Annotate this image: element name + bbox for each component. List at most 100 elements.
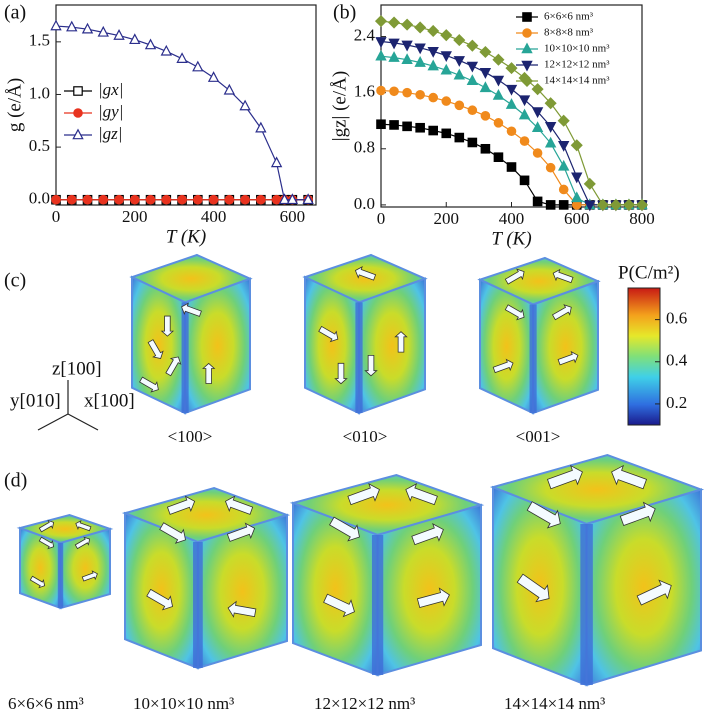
polarization-arrow [159, 522, 186, 544]
polarization-arrow [347, 483, 380, 506]
cube-face [131, 275, 187, 415]
marker [492, 88, 505, 100]
marker [82, 194, 93, 205]
cube [489, 453, 705, 687]
x-tick-label: 0 [377, 209, 386, 228]
marker [388, 38, 400, 50]
polarization-arrow [146, 588, 174, 611]
axis-direction: x[100] [84, 390, 135, 411]
polarization-arrow [323, 593, 355, 618]
marker [66, 194, 77, 205]
size-label: 6×6×6 nm³ [8, 694, 84, 713]
marker [302, 193, 314, 205]
marker [177, 194, 187, 205]
marker [480, 111, 491, 121]
marker [98, 194, 109, 205]
polarization-arrow [394, 331, 408, 353]
polarization-arrow [416, 587, 450, 608]
marker [415, 122, 425, 133]
legend-marker [73, 108, 83, 118]
marker [441, 128, 452, 139]
marker [545, 200, 556, 210]
marker [467, 137, 478, 148]
y-tick-label: 0.0 [29, 189, 50, 208]
polarization-arrow [552, 268, 574, 284]
cube [302, 253, 428, 415]
marker [479, 81, 492, 93]
polarization-arrow [364, 355, 378, 377]
marker [144, 38, 157, 50]
y-tick-label: 1.0 [29, 83, 50, 102]
marker [427, 59, 439, 71]
polarization-arrow [334, 362, 348, 385]
y-tick-label: 0.0 [354, 194, 375, 213]
y-tick-label: 1.5 [29, 31, 50, 50]
marker [401, 18, 414, 31]
marker [50, 19, 62, 31]
marker [466, 61, 479, 73]
polarization-arrow [74, 536, 91, 550]
plot-frame [55, 4, 317, 206]
size-label: 10×10×10 nm³ [133, 694, 234, 713]
marker [402, 121, 412, 132]
marker [270, 156, 283, 168]
marker [493, 118, 504, 128]
marker [453, 34, 466, 47]
marker [635, 198, 649, 211]
marker [571, 172, 583, 184]
polarization-arrow [504, 268, 525, 285]
marker [81, 22, 94, 34]
marker [374, 15, 388, 28]
marker [414, 21, 427, 34]
colorbar-tick-label: 0.4 [666, 351, 688, 370]
marker [440, 29, 453, 42]
marker [454, 100, 465, 111]
marker [519, 175, 530, 186]
marker [492, 75, 505, 87]
x-tick-label: 600 [564, 209, 590, 228]
marker [388, 16, 401, 29]
marker [402, 87, 412, 98]
size-label: 14×14×14 nm³ [504, 694, 605, 713]
polarization-arrow [546, 464, 583, 490]
marker [544, 97, 557, 110]
y-tick-label: 2.4 [354, 25, 376, 44]
marker [584, 200, 596, 212]
y-tick-label: 0.5 [29, 136, 50, 155]
marker [532, 148, 543, 158]
polarization-arrow [202, 362, 216, 384]
marker [208, 194, 219, 205]
marker [97, 25, 109, 37]
polarization-arrow [165, 356, 182, 377]
polarization-arrow [318, 325, 339, 343]
y-axis-label: |gz| (e/Å) [329, 71, 350, 141]
series-line [55, 25, 309, 201]
marker [239, 99, 251, 111]
legend-label: 12×12×12 nm³ [544, 59, 610, 71]
legend-label: |gy| [98, 102, 123, 121]
marker [129, 33, 141, 45]
legend-marker [520, 74, 534, 88]
y-tick-label: 1.6 [354, 82, 375, 101]
cube [121, 486, 291, 670]
marker [129, 194, 140, 205]
x-tick-label: 600 [280, 207, 306, 226]
marker [428, 92, 438, 103]
marker [114, 194, 124, 205]
marker [388, 51, 400, 62]
marker [240, 194, 250, 205]
marker [113, 29, 125, 40]
marker [505, 98, 518, 109]
marker [401, 53, 413, 65]
marker [544, 136, 557, 148]
marker [596, 198, 609, 211]
legend-marker [521, 42, 533, 54]
orientation-label: <100> [168, 427, 213, 446]
cube-face [358, 277, 426, 415]
marker [193, 194, 203, 205]
polarization-arrow [329, 516, 360, 542]
cube [16, 513, 114, 610]
polarization-arrow [411, 523, 444, 546]
axis-direction: z[100] [52, 358, 102, 379]
legend-label: 10×10×10 nm³ [544, 43, 610, 55]
